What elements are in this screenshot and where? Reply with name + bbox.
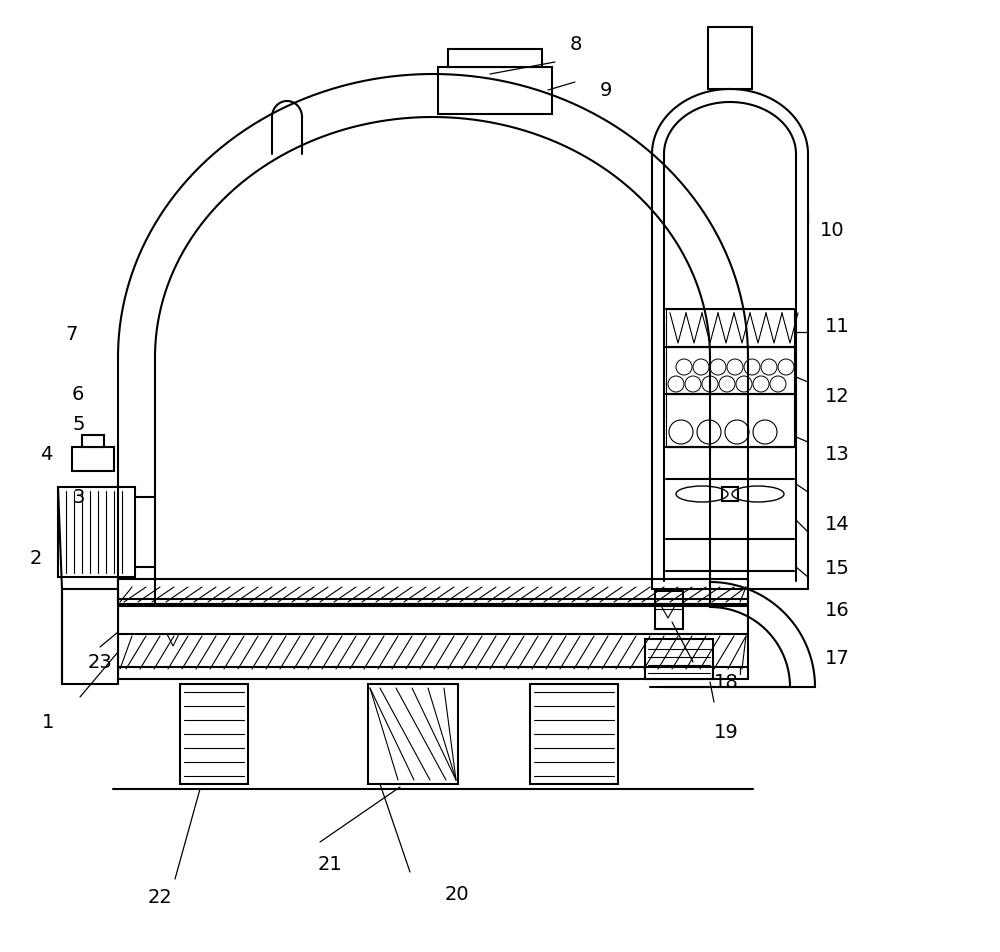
Text: 3: 3: [72, 488, 84, 507]
Text: 22: 22: [148, 887, 173, 906]
Bar: [180, 684, 248, 784]
Text: 2: 2: [30, 548, 42, 566]
Text: 7: 7: [65, 326, 77, 344]
Text: 15: 15: [825, 558, 850, 577]
Bar: [72, 447, 114, 471]
Text: 1: 1: [42, 713, 54, 732]
Bar: [666, 309, 794, 347]
Bar: [645, 640, 713, 680]
Text: 19: 19: [714, 723, 739, 742]
Bar: [666, 347, 794, 394]
Bar: [655, 591, 683, 629]
Bar: [448, 50, 542, 68]
Text: 14: 14: [825, 515, 850, 534]
Text: 4: 4: [40, 445, 52, 464]
Text: 8: 8: [570, 35, 582, 54]
Text: 12: 12: [825, 387, 850, 407]
Text: 17: 17: [825, 647, 850, 666]
Bar: [82, 436, 104, 447]
Text: 9: 9: [600, 80, 612, 99]
Bar: [62, 589, 118, 684]
Bar: [722, 487, 738, 502]
Text: 6: 6: [72, 386, 84, 404]
Text: 13: 13: [825, 445, 850, 464]
Bar: [438, 68, 552, 115]
Text: 20: 20: [445, 884, 470, 903]
Text: 23: 23: [88, 653, 113, 672]
Bar: [530, 684, 618, 784]
Text: 18: 18: [714, 673, 739, 692]
Bar: [666, 394, 794, 447]
Bar: [368, 684, 458, 784]
Text: 16: 16: [825, 601, 850, 620]
Text: 10: 10: [820, 220, 845, 239]
Bar: [58, 487, 135, 578]
Text: 11: 11: [825, 317, 850, 336]
Text: 21: 21: [318, 855, 343, 874]
Text: 5: 5: [72, 415, 85, 434]
Bar: [118, 580, 748, 680]
